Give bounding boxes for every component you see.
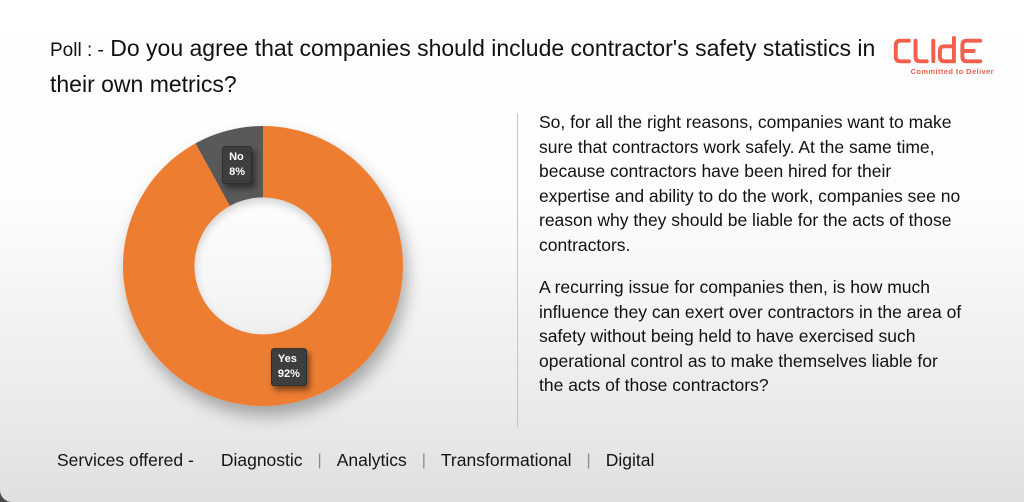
slice-label-yes-value: 92% bbox=[277, 368, 300, 381]
donut-chart: No 8% Yes 92% bbox=[123, 126, 403, 406]
commentary-paragraph: So, for all the right reasons, companies… bbox=[539, 112, 961, 255]
service-item-digital: Digital bbox=[605, 450, 655, 470]
slice-label-no-category: No bbox=[229, 151, 244, 164]
page-title: Poll : - Do you agree that companies sho… bbox=[50, 30, 912, 99]
donut-hole bbox=[194, 197, 332, 335]
service-item-analytics: Analytics bbox=[336, 450, 407, 470]
slice-label-yes: Yes 92% bbox=[270, 348, 307, 386]
commentary-text: So, for all the right reasons, companies… bbox=[539, 110, 966, 416]
services-label: Services offered - bbox=[57, 450, 194, 470]
clide-logo-icon bbox=[893, 36, 983, 64]
logo-tagline: Committed to Deliver bbox=[910, 67, 994, 76]
separator: | bbox=[421, 451, 426, 469]
service-item-diagnostic: Diagnostic bbox=[220, 450, 303, 470]
slice-label-no: No 8% bbox=[222, 146, 252, 184]
separator: | bbox=[317, 451, 322, 469]
title-prefix: Poll : - bbox=[50, 40, 104, 61]
services-footer: Services offered - Diagnostic | Analytic… bbox=[57, 450, 654, 471]
slice-label-no-value: 8% bbox=[229, 165, 245, 178]
slice-label-yes-category: Yes bbox=[277, 353, 297, 366]
service-item-transformational: Transformational bbox=[440, 450, 572, 470]
clide-logo: Committed to Deliver bbox=[882, 36, 994, 76]
commentary-paragraph: A recurring issue for companies then, is… bbox=[539, 277, 962, 395]
separator: | bbox=[586, 451, 591, 469]
vertical-divider bbox=[517, 113, 518, 427]
title-main: Do you agree that companies should inclu… bbox=[50, 35, 876, 97]
